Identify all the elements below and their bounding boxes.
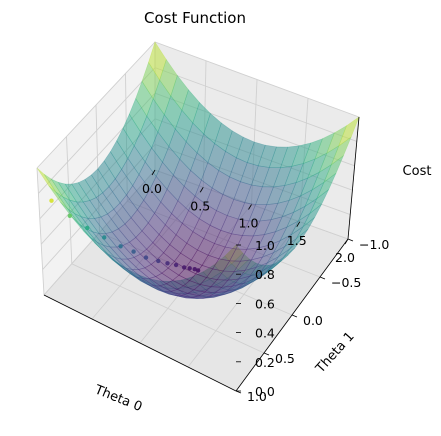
y-tick-label-1: −0.5 <box>331 275 361 290</box>
y-axis-label: Theta 1 <box>313 329 358 377</box>
y-tick-mark-2 <box>291 314 298 318</box>
x-tick-mark-3 <box>296 221 301 227</box>
path-point-11 <box>187 266 192 271</box>
z-axis-line <box>347 116 360 240</box>
path-point-13 <box>195 268 201 273</box>
z-axis-label: Cost <box>403 164 432 179</box>
z-tick-label-2: 0.4 <box>255 326 275 341</box>
z-tick-label-0: 0.0 <box>255 384 275 399</box>
x-tick-mark-2 <box>248 204 252 210</box>
surface-patch-317 <box>316 173 337 199</box>
z-tick-label-4: 0.8 <box>255 267 275 282</box>
path-point-10 <box>182 265 187 270</box>
x-tick-label-1: 0.5 <box>190 198 210 213</box>
x-tick-mark-0 <box>151 169 156 176</box>
path-point-5 <box>131 249 136 254</box>
cost-surface <box>36 41 360 299</box>
path-point-7 <box>156 258 161 264</box>
y-tick-mark-1 <box>319 276 326 280</box>
x-tick-label-2: 1.0 <box>239 216 259 231</box>
path-point-9 <box>173 262 179 268</box>
y-tick-mark-3 <box>263 352 270 356</box>
path-point-0 <box>49 198 54 203</box>
z-tick-label-5: 1.0 <box>255 238 275 253</box>
path-point-8 <box>165 261 170 266</box>
surface-patch-295 <box>289 228 309 250</box>
x-tick-label-0: 0.0 <box>142 181 162 196</box>
path-point-4 <box>118 244 123 249</box>
chart-title: Cost Function <box>144 9 246 27</box>
y-tick-mark-0 <box>347 238 354 242</box>
surface-patch-320 <box>323 154 345 184</box>
y-tick-label-4: 1.0 <box>247 389 267 404</box>
path-point-6 <box>143 255 149 260</box>
z-tick-label-1: 0.2 <box>255 355 275 370</box>
path-point-2 <box>85 225 90 231</box>
z-tick-label-3: 0.6 <box>255 296 275 311</box>
y-tick-label-2: 0.0 <box>303 313 323 328</box>
x-tick-mark-4 <box>344 238 349 245</box>
tick-labels: 0.00.51.01.52.0−1.0−0.50.00.51.00.00.20.… <box>142 169 389 404</box>
surface-patch-323 <box>338 116 360 147</box>
x-axis-line <box>43 294 237 392</box>
path-point-1 <box>67 213 73 218</box>
surface-patch-322 <box>330 136 352 166</box>
y-tick-label-0: −1.0 <box>359 237 389 252</box>
surface-patch-313 <box>309 189 329 214</box>
x-tick-mark-1 <box>199 187 204 193</box>
path-point-3 <box>102 235 107 240</box>
y-tick-label-3: 0.5 <box>275 351 295 366</box>
x-tick-label-3: 1.5 <box>287 233 307 248</box>
x-tick-label-4: 2.0 <box>335 250 355 265</box>
x-axis-label: Theta 0 <box>92 382 145 415</box>
descent-path <box>49 198 201 273</box>
surface-patch-302 <box>296 217 315 239</box>
path-point-12 <box>192 267 197 272</box>
